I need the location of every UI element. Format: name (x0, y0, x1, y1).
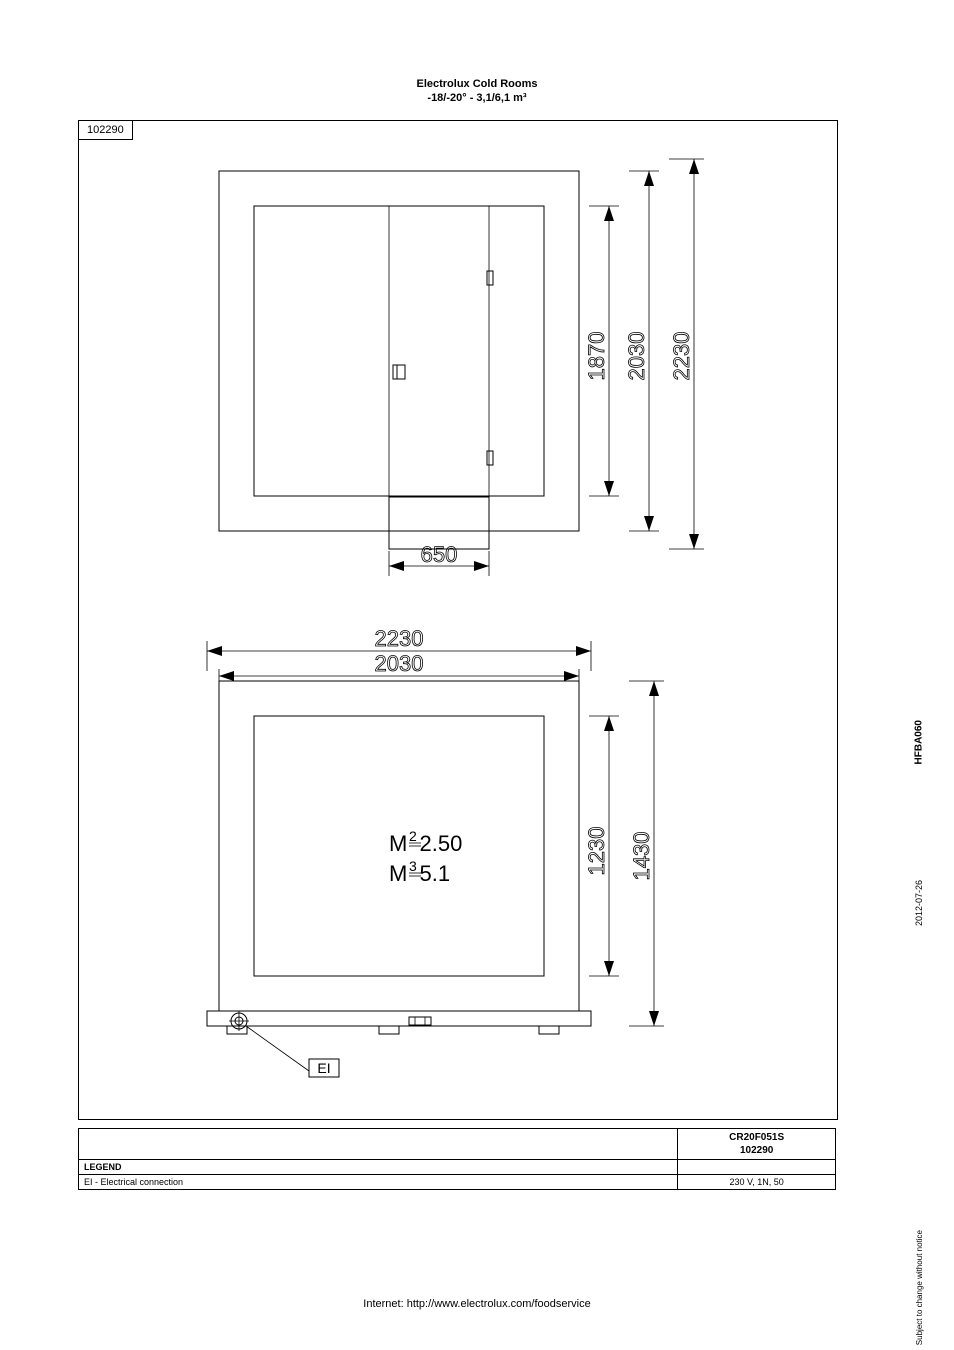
dim-2230-front: 2230 (375, 626, 424, 651)
diagram-frame: 102290 .dimtxt { font-family: Arial; fon… (78, 120, 838, 1120)
table-row: EI - Electrical connection 230 V, 1N, 50 (79, 1175, 836, 1190)
dim-2030-front: 2030 (375, 651, 424, 676)
side-code: HFBA060 (913, 720, 924, 764)
m3-label: M 5.1 (389, 861, 450, 886)
model-num: 102290 (740, 1145, 773, 1156)
side-disclaimer: Subject to change without notice (915, 1230, 924, 1345)
footer-url: Internet: http://www.electrolux.com/food… (0, 1298, 954, 1310)
dim-1230: 1230 (584, 827, 609, 876)
legend-row-left: EI - Electrical connection (79, 1175, 678, 1190)
dim-1430: 1430 (629, 832, 654, 881)
m2-label: M 2.50 (389, 831, 462, 856)
dim-2230-top: 2230 (669, 332, 694, 381)
technical-drawing: .dimtxt { font-family: Arial; font-size:… (79, 121, 837, 1119)
legend-table: CR20F051S 102290 LEGEND EI - Electrical … (78, 1128, 836, 1190)
table-row: CR20F051S 102290 (79, 1129, 836, 1160)
ei-label: EI (317, 1060, 330, 1076)
m2-sup: 2 (409, 828, 417, 844)
legend-header: LEGEND (79, 1160, 678, 1175)
dim-door-width: 650 (421, 542, 458, 567)
dim-1870: 1870 (584, 332, 609, 381)
model-code: CR20F051S (729, 1132, 784, 1143)
doc-subtitle: -18/-20° - 3,1/6,1 m³ (0, 92, 954, 104)
m3-sup: 3 (409, 858, 417, 874)
page: Electrolux Cold Rooms -18/-20° - 3,1/6,1… (0, 0, 954, 1350)
side-date: 2012-07-26 (914, 880, 924, 926)
doc-title: Electrolux Cold Rooms (0, 78, 954, 90)
dim-2030-top: 2030 (624, 332, 649, 381)
table-row: LEGEND (79, 1160, 836, 1175)
legend-row-right: 230 V, 1N, 50 (678, 1175, 836, 1190)
